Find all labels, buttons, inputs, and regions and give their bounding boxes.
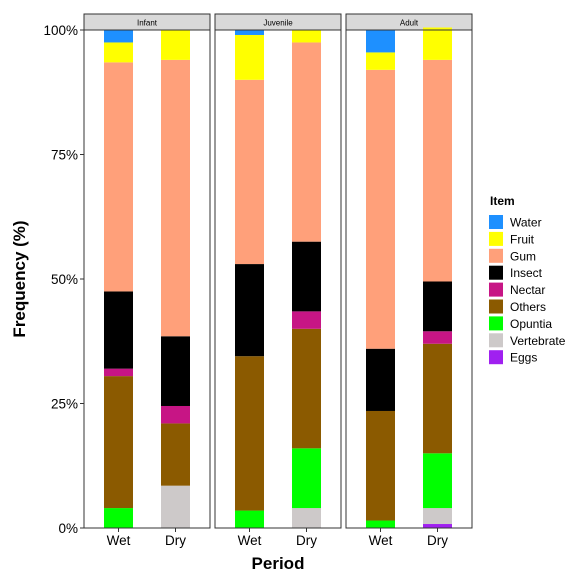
bar-segment-insect [366, 348, 395, 411]
bar-segment-opuntia [423, 453, 452, 509]
legend-swatch [489, 265, 503, 280]
bar-segment-gum [366, 69, 395, 349]
legend-label: Nectar [510, 283, 545, 297]
legend-swatch [489, 215, 503, 229]
legend: Item Water Fruit Gum Insect Nectar Others Opun… [489, 194, 566, 365]
bar-segment-nectar [104, 368, 133, 377]
bar-segment-vertebrate [423, 508, 452, 525]
legend-item-fruit: Fruit [489, 231, 535, 246]
facet-label: Adult [400, 19, 419, 28]
bar-segment-vertebrate [292, 508, 321, 528]
facet-panels: Infant Wet Dry Juvenile Wet Dry Adult Wet Dry [83, 13, 473, 548]
y-tick-label: 25% [51, 397, 78, 412]
legend-label: Fruit [510, 232, 535, 246]
x-axis-title: Period [252, 554, 305, 572]
bar-segment-opuntia [104, 508, 133, 528]
bar-segment-water [104, 30, 133, 43]
bar-segment-gum [235, 79, 264, 265]
facet-label: Infant [137, 19, 158, 28]
panel-border [214, 29, 342, 529]
legend-swatch [489, 299, 503, 314]
facet-panel-juvenile: Juvenile Wet Dry [214, 13, 342, 548]
legend-label: Others [510, 300, 546, 314]
y-tick-label: 50% [51, 272, 78, 287]
bar-segment-others [104, 376, 133, 509]
legend-swatch [489, 316, 503, 331]
bar-segment-others [235, 356, 264, 511]
bar-segment-nectar [161, 405, 190, 424]
y-tick-label: 100% [43, 23, 78, 38]
legend-label: Gum [510, 249, 536, 263]
legend-label: Opuntia [510, 317, 552, 331]
facet-panel-adult: Adult Wet Dry [345, 13, 473, 548]
bar-segment-opuntia [235, 510, 264, 528]
bar-segment-opuntia [366, 520, 395, 528]
x-tick-label: Dry [165, 533, 186, 548]
legend-swatch [489, 248, 503, 263]
bar-segment-gum [423, 59, 452, 282]
facet-label: Juvenile [263, 19, 293, 28]
bar-segment-others [366, 410, 395, 521]
panel-background [215, 30, 341, 528]
legend-item-eggs: Eggs [489, 350, 537, 365]
bar-segment-fruit [366, 52, 395, 70]
bar-segment-nectar [423, 331, 452, 344]
y-tick-label: 0% [58, 521, 78, 536]
legend-label: Water [510, 216, 542, 230]
bar-segment-fruit [423, 27, 452, 60]
legend-item-nectar: Nectar [489, 282, 545, 297]
bar-segment-water [366, 30, 395, 53]
bar-segment-insect [423, 281, 452, 332]
bar-segment-others [292, 328, 321, 449]
legend-swatch [489, 350, 503, 365]
bar-segment-eggs [423, 524, 452, 528]
x-tick-label: Dry [427, 533, 448, 548]
panel-background [346, 30, 472, 528]
y-tick-label: 75% [51, 148, 78, 163]
legend-label: Eggs [510, 351, 537, 365]
bar-segment-gum [161, 59, 190, 337]
legend-swatch [489, 282, 503, 297]
legend-label: Vertebrate [510, 334, 566, 348]
facet-panel-infant: Infant Wet Dry [83, 13, 211, 548]
legend-swatch [489, 333, 503, 348]
legend-swatch [489, 231, 503, 246]
bar-segment-opuntia [292, 448, 321, 509]
bar-segment-gum [292, 42, 321, 242]
legend-item-vertebrate: Vertebrate [489, 333, 566, 348]
panel-border [345, 29, 473, 529]
bar-segment-insect [292, 241, 321, 312]
bar-segment-vertebrate [161, 485, 190, 528]
bar-segment-nectar [292, 311, 321, 329]
bar-segment-fruit [292, 30, 321, 43]
x-tick-label: Wet [369, 533, 393, 548]
bar-segment-fruit [235, 34, 264, 80]
x-tick-label: Wet [238, 533, 262, 548]
legend-title: Item [490, 194, 515, 208]
bar-segment-gum [104, 62, 133, 292]
bar-segment-insect [235, 264, 264, 357]
legend-item-gum: Gum [489, 248, 536, 263]
bar-segment-insect [161, 336, 190, 406]
bar-segment-others [423, 343, 452, 454]
legend-item-water: Water [489, 215, 542, 230]
bar-segment-fruit [161, 30, 190, 60]
y-axis: 0% 25% 50% 75% 100% [43, 23, 84, 536]
bar-segment-others [161, 423, 190, 486]
legend-item-others: Others [489, 299, 546, 314]
x-tick-label: Wet [107, 533, 131, 548]
legend-label: Insect [510, 266, 543, 280]
legend-item-insect: Insect [489, 265, 543, 280]
bar-segment-water [235, 30, 264, 35]
bar-segment-insect [104, 291, 133, 369]
x-tick-label: Dry [296, 533, 317, 548]
bar-segment-fruit [104, 42, 133, 63]
y-axis-title: Frequency (%) [10, 220, 29, 337]
legend-item-opuntia: Opuntia [489, 316, 552, 331]
panel-background [84, 30, 210, 528]
